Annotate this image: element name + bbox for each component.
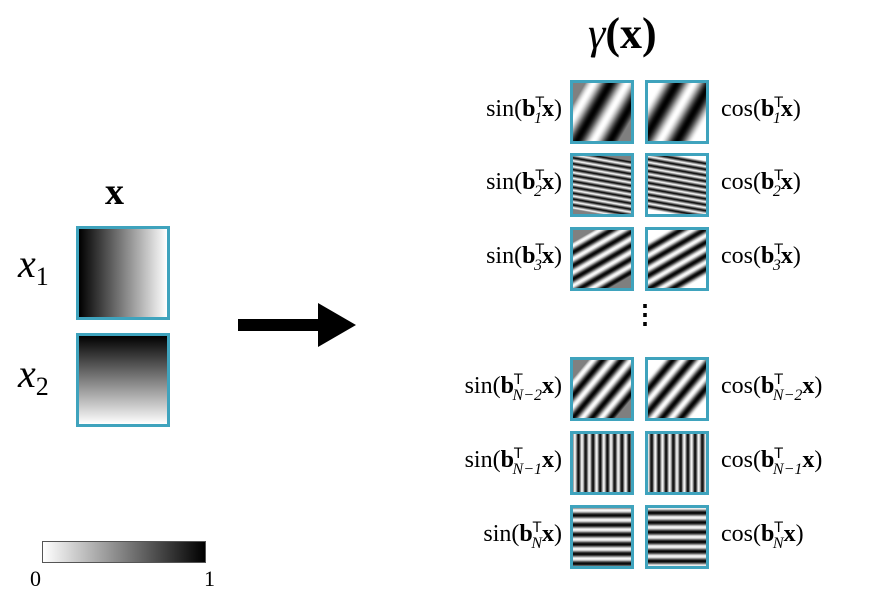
cos-label-3: cos(bTN−2x) <box>721 372 823 404</box>
x1-label: x1 <box>18 240 49 292</box>
cos-pattern-tile-4 <box>645 431 709 495</box>
gamma-arg: (x) <box>605 9 657 58</box>
x1-gradient-panel <box>76 226 170 320</box>
sin-label-5: sin(bTNx) <box>483 520 562 552</box>
sin-pattern-tile-0 <box>570 80 634 144</box>
x1-base: x <box>18 241 36 286</box>
colorbar-max-label: 1 <box>204 566 215 591</box>
sin-pattern-tile-4 <box>570 431 634 495</box>
sin-label-0: sin(bT1x) <box>486 95 562 127</box>
cos-label-0: cos(bT1x) <box>721 95 801 127</box>
cos-label-5: cos(bTNx) <box>721 520 804 552</box>
x2-gradient-panel <box>76 333 170 427</box>
cos-label-2: cos(bT3x) <box>721 242 801 274</box>
input-title: x <box>105 171 124 213</box>
cos-pattern-tile-2 <box>645 227 709 291</box>
sin-pattern-tile-1 <box>570 153 634 217</box>
sin-pattern-tile-3 <box>570 357 634 421</box>
mapping-arrow <box>238 303 356 347</box>
sin-label-2: sin(bT3x) <box>486 242 562 274</box>
x1-sub: 1 <box>35 262 49 291</box>
sin-pattern-tile-5 <box>570 505 634 569</box>
cos-pattern-tile-3 <box>645 357 709 421</box>
colorbar <box>42 541 206 563</box>
ellipsis: ⋮ <box>632 300 658 329</box>
colorbar-min-label: 0 <box>30 566 41 591</box>
cos-label-1: cos(bT2x) <box>721 168 801 200</box>
cos-pattern-tile-5 <box>645 505 709 569</box>
cos-pattern-tile-0 <box>645 80 709 144</box>
x2-label: x2 <box>18 350 49 402</box>
cos-label-4: cos(bTN−1x) <box>721 446 823 478</box>
x2-sub: 2 <box>35 372 49 401</box>
sin-label-3: sin(bTN−2x) <box>464 372 562 404</box>
sin-label-1: sin(bT2x) <box>486 168 562 200</box>
sin-pattern-tile-2 <box>570 227 634 291</box>
cos-pattern-tile-1 <box>645 153 709 217</box>
x2-base: x <box>18 351 36 396</box>
output-title: γ(x) <box>588 8 657 59</box>
gamma-symbol: γ <box>588 9 606 58</box>
sin-label-4: sin(bTN−1x) <box>464 446 562 478</box>
